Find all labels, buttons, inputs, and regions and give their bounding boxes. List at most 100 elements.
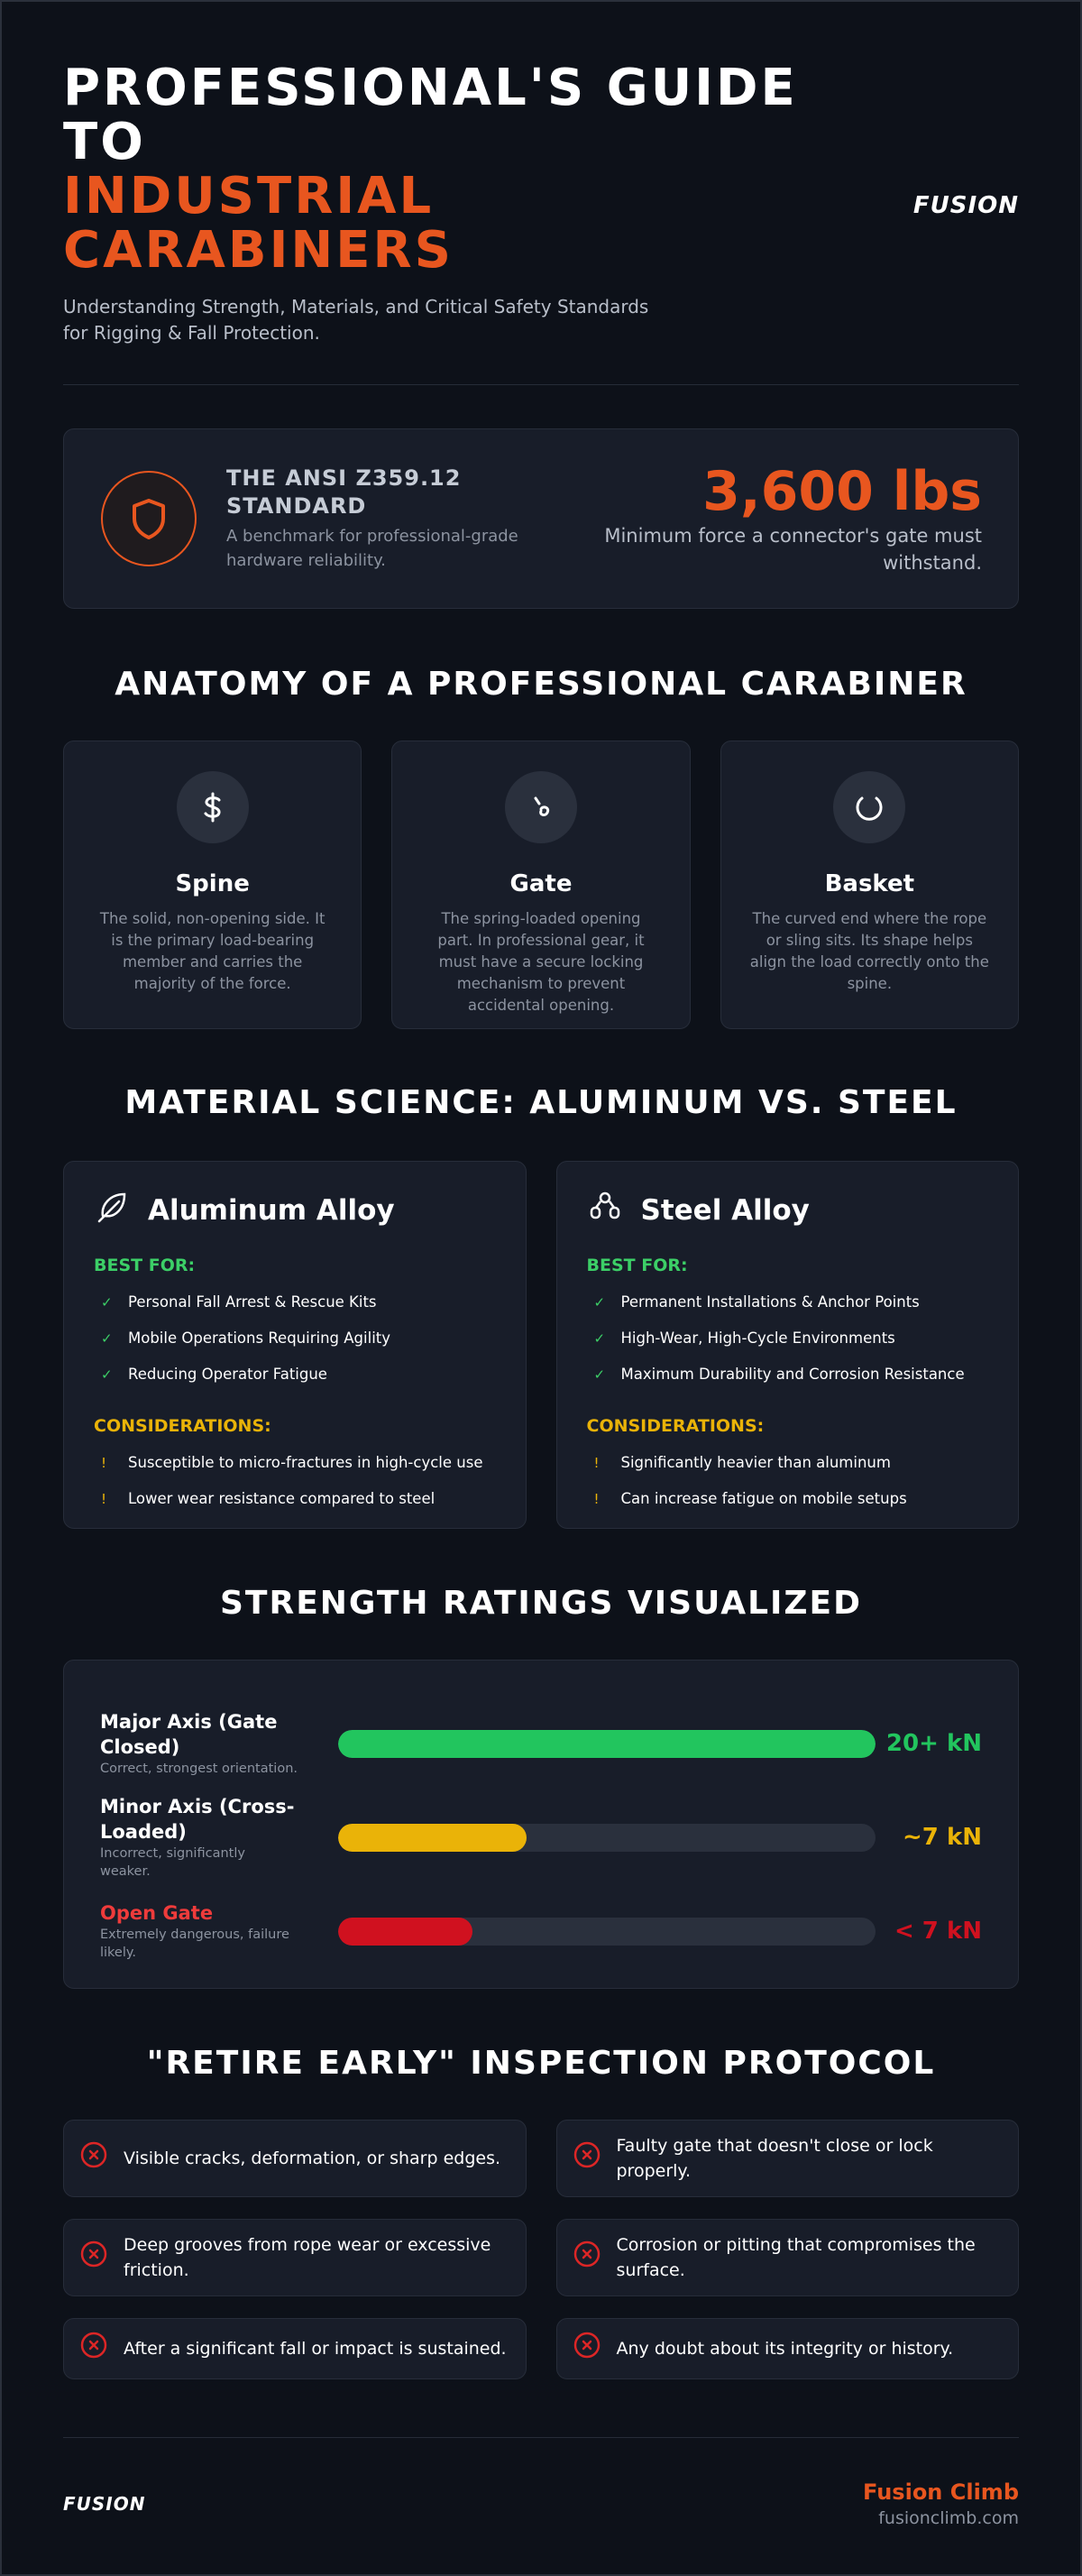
best-for-label: BEST FOR: [94,1256,196,1275]
strength-card: Major Axis (Gate Closed) Correct, stronge… [63,1660,1019,1989]
consideration-item: ! Lower wear resistance compared to steel [94,1481,496,1517]
warning-icon: ! [593,1491,600,1507]
best-for-text: Reducing Operator Fatigue [128,1366,327,1383]
best-for-label: BEST FOR: [586,1256,688,1275]
inspection-item: After a significant fall or impact is su… [63,2318,527,2379]
inspection-text: Any doubt about its integrity or history… [616,2339,954,2359]
best-for-text: Mobile Operations Requiring Agility [128,1329,391,1347]
strength-label: Open Gate [100,1902,214,1924]
material-card: Steel Alloy BEST FOR: ✓ Permanent Installat… [555,1161,1019,1529]
check-icon: ✓ [101,1330,113,1347]
strength-note: Extremely dangerous, failure likely. [100,1927,289,1960]
section-heading: STRENGTH RATINGS VISUALIZED [219,1585,863,1622]
warning-icon: ! [101,1491,107,1507]
strength-note: Incorrect, significantly weaker. [100,1846,245,1879]
best-for-item: ✓ High-Wear, High-Cycle Environments [587,1320,989,1357]
best-for-item: ✓ Mobile Operations Requiring Agility [94,1320,496,1357]
material-card: Aluminum Alloy BEST FOR: ✓ Personal Fall Ar… [63,1161,527,1529]
title-highlight: INDUSTRIAL CARABINERS [63,167,454,280]
material-header: Aluminum Alloy [94,1189,496,1232]
strength-label: Minor Axis (Cross-Loaded) [100,1796,295,1843]
footer-logo: FUSION [63,2493,146,2515]
material-header: Steel Alloy [587,1189,989,1232]
best-for-text: High-Wear, High-Cycle Environments [620,1329,895,1347]
check-icon: ✓ [593,1330,606,1347]
strength-note: Correct, strongest orientation. [100,1762,298,1776]
subtitle: Understanding Strength, Materials, and C… [63,296,649,344]
check-icon: ✓ [593,1294,606,1311]
strength-label: Major Axis (Gate Closed) [100,1711,278,1758]
material-name: Steel Alloy [640,1194,810,1227]
materials-grid: Aluminum Alloy BEST FOR: ✓ Personal Fall Ar… [63,1161,1019,1529]
x-icon [573,2141,617,2176]
anatomy-icon [833,771,906,843]
x-icon [573,2240,617,2275]
consideration-text: Significantly heavier than aluminum [620,1454,891,1471]
consideration-item: ! Significantly heavier than aluminum [587,1445,989,1481]
inspection-item: Corrosion or pitting that compromises th… [555,2219,1019,2296]
strength-label-block: Open Gate Extremely dangerous, failure li… [100,1900,338,1962]
anatomy-card: Spine The solid, non-opening side. It is … [63,741,362,1029]
strength-value-label: < 7 kN [894,1918,982,1945]
anatomy-description: The curved end where the rope or sling s… [749,910,989,992]
standard-title: THE ANSI Z359.12 STANDARD [226,465,462,519]
best-for-text: Personal Fall Arrest & Rescue Kits [128,1293,377,1311]
inspection-text: Faulty gate that doesn't close or lock p… [616,2136,933,2181]
shield-icon [101,471,197,566]
consideration-text: Susceptible to micro-fractures in high-c… [128,1454,483,1471]
strength-row: Minor Axis (Cross-Loaded) Incorrect, sign… [100,1790,982,1884]
standard-stat: 3,600 lbs [702,460,982,523]
strength-label-block: Minor Axis (Cross-Loaded) Incorrect, sign… [100,1794,338,1881]
x-icon [80,2141,124,2176]
inspection-item: Deep grooves from rope wear or excessive… [63,2219,527,2296]
material-icon [94,1189,130,1232]
x-icon [80,2332,124,2366]
anatomy-description: The spring-loaded opening part. In profe… [437,910,645,1014]
strength-label-block: Major Axis (Gate Closed) Correct, stronge… [100,1709,338,1778]
inspection-text: After a significant fall or impact is su… [124,2339,507,2359]
section-heading: ANATOMY OF A PROFESSIONAL CARABINER [115,666,967,703]
warning-icon: ! [593,1455,600,1471]
consideration-text: Can increase fatigue on mobile setups [620,1490,907,1507]
best-for-item: ✓ Reducing Operator Fatigue [94,1357,496,1393]
anatomy-card: Gate The spring-loaded opening part. In p… [391,741,691,1029]
anatomy-name: Basket [824,870,915,897]
inspection-grid: Visible cracks, deformation, or sharp ed… [63,2120,1019,2379]
anatomy-card: Basket The curved end where the rope or s… [720,741,1019,1029]
strength-row: Major Axis (Gate Closed) Correct, stronge… [100,1697,982,1790]
inspection-item: Visible cracks, deformation, or sharp ed… [63,2120,527,2197]
best-for-item: ✓ Permanent Installations & Anchor Points [587,1284,989,1320]
considerations-label: CONSIDERATIONS: [94,1416,271,1436]
inspection-text: Corrosion or pitting that compromises th… [616,2235,976,2280]
bar-track [338,1917,876,1946]
consideration-item: ! Susceptible to micro-fractures in high-… [94,1445,496,1481]
anatomy-grid: Spine The solid, non-opening side. It is … [63,741,1019,1029]
bar [338,1823,527,1852]
section-heading: "RETIRE EARLY" INSPECTION PROTOCOL [146,2045,936,2082]
strength-value-label: ~7 kN [903,1824,982,1851]
bar-track [338,1729,876,1758]
section-heading: MATERIAL SCIENCE: ALUMINUM VS. STEEL [124,1084,958,1121]
footer-url: fusionclimb.com [878,2508,1019,2528]
bar-track [338,1823,876,1852]
best-for-item: ✓ Personal Fall Arrest & Rescue Kits [94,1284,496,1320]
standard-card: THE ANSI Z359.12 STANDARD A benchmark fo… [63,428,1019,609]
material-name: Aluminum Alloy [148,1194,395,1227]
considerations-label: CONSIDERATIONS: [586,1416,765,1436]
best-for-text: Permanent Installations & Anchor Points [620,1293,920,1311]
standard-description: A benchmark for professional-grade hardw… [226,527,518,570]
anatomy-description: The solid, non-opening side. It is the p… [99,910,326,992]
inspection-item: Any doubt about its integrity or history… [555,2318,1019,2379]
inspection-text: Deep grooves from rope wear or excessive… [124,2235,491,2280]
divider [63,384,1019,385]
footer: FUSION Fusion Climb fusionclimb.com [63,2437,1019,2528]
title-main: PROFESSIONAL'S GUIDE TO [63,59,798,171]
material-icon [587,1189,623,1232]
strength-row: Open Gate Extremely dangerous, failure li… [100,1884,982,1978]
anatomy-name: Spine [175,870,250,897]
header: PROFESSIONAL'S GUIDE TO INDUSTRIAL CARABI… [63,2,1019,278]
inspection-text: Visible cracks, deformation, or sharp ed… [124,2148,501,2168]
check-icon: ✓ [101,1294,113,1311]
consideration-text: Lower wear resistance compared to steel [128,1490,436,1507]
